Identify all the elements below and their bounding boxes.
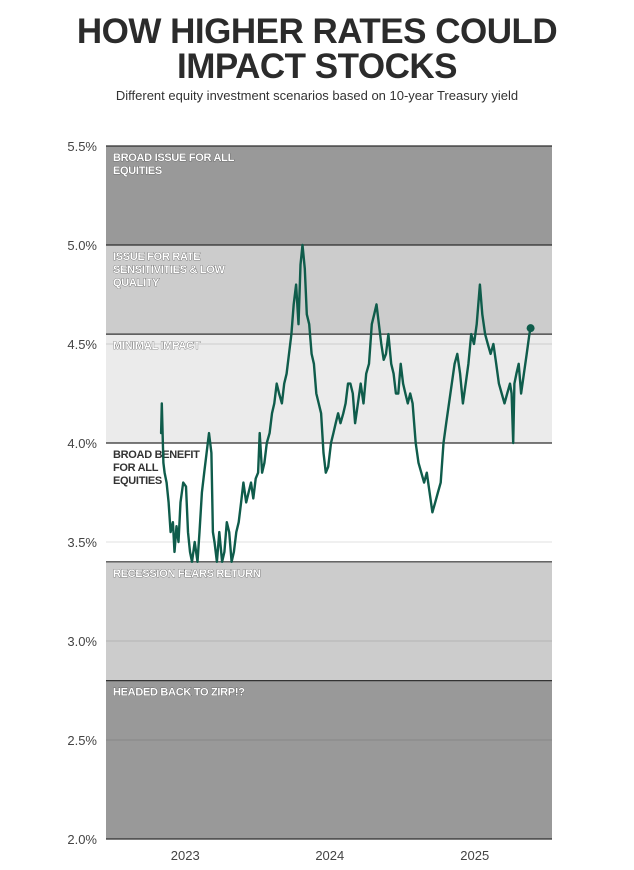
series-line-0 [159, 243, 532, 563]
y-tick-label-2: 4.5% [67, 337, 97, 352]
band-label-1-1: SENSITIVITIES & LOW [113, 264, 226, 276]
band-label-3-2: EQUITIES [113, 475, 162, 487]
y-tick-label-5: 3.0% [67, 634, 97, 649]
x-tick-label-0: 2023 [171, 848, 200, 863]
y-tick-label-7: 2.0% [67, 832, 97, 847]
band-0 [106, 146, 552, 245]
series-layer [159, 243, 535, 563]
band-label-2-0: MINIMAL IMPACT [113, 340, 201, 352]
x-tick-label-1: 2024 [315, 848, 344, 863]
band-label-0-1: EQUITIES [113, 165, 162, 177]
band-label-1-0: ISSUE FOR RATE [113, 251, 200, 263]
x-axis: 2023 2024 2025 [171, 848, 489, 863]
band-label-0-0: BROAD ISSUE FOR ALL [113, 152, 235, 164]
y-tick-label-3: 4.0% [67, 436, 97, 451]
chart-title-line-2: IMPACT STOCKS [177, 47, 458, 86]
band-layer [106, 145, 552, 840]
y-tick-label-0: 5.5% [67, 139, 97, 154]
chart-title: HOW HIGHER RATES COULD IMPACT STOCKS [0, 14, 634, 84]
band-2 [106, 334, 552, 443]
band-label-3-0: BROAD BENEFIT [113, 449, 200, 461]
x-tick-label-2: 2025 [460, 848, 489, 863]
chart-subtitle: Different equity investment scenarios ba… [115, 88, 519, 103]
y-tick-label-1: 5.0% [67, 238, 97, 253]
y-tick-label-4: 3.5% [67, 535, 97, 550]
y-tick-label-6: 2.5% [67, 733, 97, 748]
chart-title-line-1: HOW HIGHER RATES COULD [76, 12, 558, 51]
gridline-layer [106, 145, 552, 840]
y-axis: 5.5% 5.0% 4.5% 4.0% 3.5% 3.0% 2.5% 2.0% [67, 139, 97, 847]
band-5 [106, 680, 552, 839]
series-end-marker-0 [526, 324, 535, 333]
band-label-4-0: RECESSION FEARS RETURN [113, 568, 261, 580]
band-label-5-0: HEADED BACK TO ZIRP!? [113, 687, 245, 699]
band-label-1-2: QUALITY [113, 277, 160, 289]
band-label-3-1: FOR ALL [113, 462, 159, 474]
band-4 [106, 561, 552, 681]
